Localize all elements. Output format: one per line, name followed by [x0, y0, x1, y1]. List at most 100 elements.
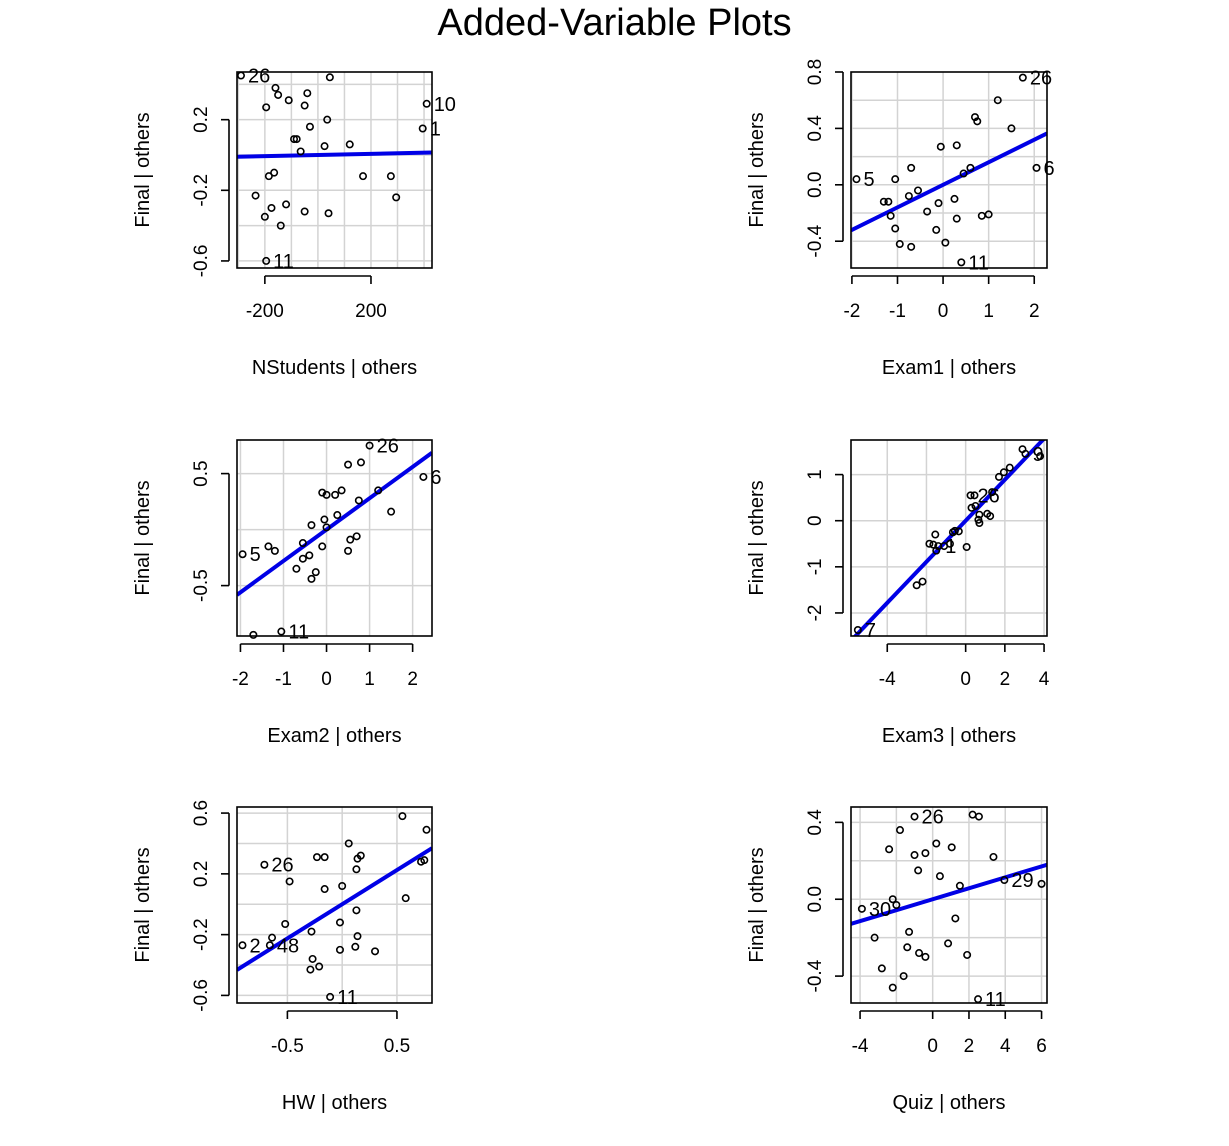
data-point [944, 939, 953, 948]
plot-frame [236, 439, 433, 637]
data-point [422, 99, 431, 108]
data-point [857, 904, 866, 913]
y-axis-title: Final | others [132, 847, 154, 962]
data-point [260, 212, 269, 221]
panel-5: 26 2 48 11 -0.5 0.5 -0.6 -0.2 0.2 0.6 HW | others F… [132, 800, 433, 1114]
data-point [344, 460, 353, 469]
point-label: 26 [377, 436, 399, 458]
fit-line [851, 862, 1047, 926]
point-label: 26 [978, 485, 1000, 507]
data-point [936, 142, 945, 151]
y-tick-label: -2 [805, 604, 826, 621]
data-point [1018, 73, 1027, 82]
x-tick-label: 2 [407, 669, 418, 690]
data-point [957, 258, 966, 267]
data-point [884, 197, 893, 206]
data-point [988, 488, 997, 497]
data-point [932, 839, 941, 848]
data-point [264, 172, 273, 181]
data-point [359, 172, 368, 181]
x-tick-label: 2 [1000, 669, 1011, 690]
data-point [322, 523, 331, 532]
point-label: 11 [337, 987, 358, 1009]
data-point [305, 122, 314, 131]
point-label: 11 [985, 989, 1006, 1011]
point-label: 5 [250, 544, 261, 566]
data-point [401, 894, 410, 903]
y-axis-title: Final | others [746, 480, 768, 595]
data-point [974, 995, 983, 1004]
point-label: 11 [273, 251, 294, 273]
x-tick-label: 0.5 [384, 1036, 410, 1057]
x-tick-label: -1 [889, 301, 906, 322]
plot-frame [850, 71, 1048, 269]
data-point [374, 486, 383, 495]
data-point [921, 952, 930, 961]
data-point [268, 933, 277, 942]
data-point [422, 825, 431, 834]
x-axis-title: Quiz | others [892, 1092, 1005, 1114]
data-point [932, 225, 941, 234]
data-point [888, 983, 897, 992]
data-point [311, 568, 320, 577]
point-label: 6 [430, 467, 441, 489]
data-point [274, 90, 283, 99]
data-point [994, 472, 1003, 481]
data-point [260, 860, 269, 869]
data-point [320, 885, 329, 894]
data-point [419, 472, 428, 481]
fit-line [852, 440, 1046, 636]
plot-frame [236, 71, 433, 269]
y-tick-label: 0.0 [805, 172, 826, 198]
x-tick-label: 2 [964, 1036, 975, 1057]
data-point [398, 812, 407, 821]
data-point [371, 947, 380, 956]
data-point [914, 186, 923, 195]
data-point [968, 810, 977, 819]
data-point [929, 540, 938, 549]
data-point [947, 843, 956, 852]
point-label: 11 [968, 252, 989, 274]
data-point [353, 932, 362, 941]
point-label: 7 [865, 620, 876, 642]
y-axis-title: Final | others [746, 847, 768, 962]
data-point [1032, 163, 1041, 172]
data-point [966, 491, 975, 500]
data-point [306, 965, 315, 974]
data-point [1018, 445, 1027, 454]
data-point [344, 839, 353, 848]
x-tick-label: -2 [232, 669, 249, 690]
data-point [392, 193, 401, 202]
data-point [904, 192, 913, 201]
data-point [351, 942, 360, 951]
data-point [323, 115, 332, 124]
y-tick-label: 0.0 [805, 886, 826, 912]
data-point [877, 964, 886, 973]
data-point [975, 519, 984, 528]
data-point [320, 515, 329, 524]
data-point [418, 124, 427, 133]
y-tick-label: 0.5 [191, 460, 212, 486]
point-label: 26 [922, 807, 944, 829]
data-point [934, 199, 943, 208]
data-point [264, 542, 273, 551]
data-point [993, 96, 1002, 105]
x-tick-label: -2 [843, 301, 860, 322]
y-tick-label: 0.4 [805, 115, 826, 142]
data-point [967, 503, 976, 512]
x-tick-label: -200 [246, 301, 284, 322]
y-tick-label: -0.2 [191, 174, 212, 207]
point-label: 11 [288, 622, 309, 644]
data-point [945, 539, 954, 548]
data-point [262, 256, 271, 265]
data-point [907, 163, 916, 172]
fit-line [237, 846, 432, 972]
x-tick-label: -1 [275, 669, 292, 690]
data-point [320, 142, 329, 151]
x-tick-label: -4 [879, 669, 896, 690]
data-point [1005, 463, 1014, 472]
data-point [300, 207, 309, 216]
x-axis-title: Exam3 | others [882, 725, 1016, 747]
x-axis-title: HW | others [282, 1092, 387, 1114]
data-point [970, 491, 979, 500]
